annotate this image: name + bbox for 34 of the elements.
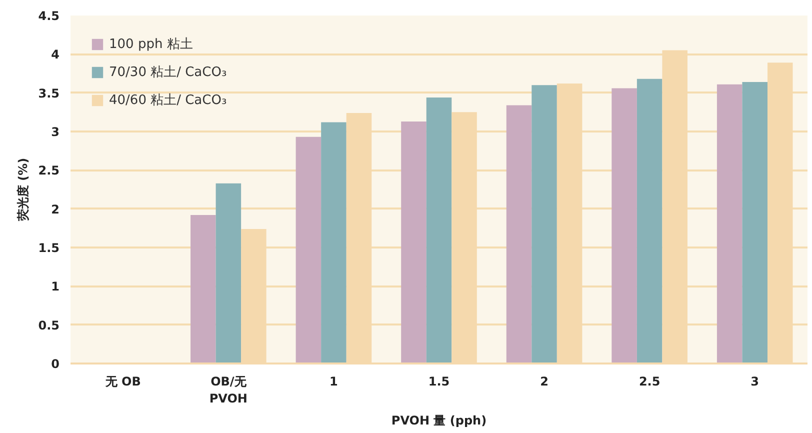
bar — [716, 84, 742, 364]
bar — [401, 121, 426, 364]
bar — [296, 136, 322, 364]
y-tick-label: 1.5 — [38, 241, 60, 255]
x-tick-label: 3 — [750, 374, 760, 388]
y-tick-label: 3 — [51, 125, 60, 139]
x-tick-label: 1.5 — [428, 374, 450, 388]
bar — [742, 82, 768, 364]
x-axis-title: PVOH 量 (pph) — [391, 413, 487, 428]
x-tick-label: OB/无 PVOH — [209, 374, 248, 406]
bar — [216, 183, 242, 364]
bar — [636, 78, 662, 364]
bar — [190, 215, 216, 364]
x-tick-label: 2.5 — [638, 374, 660, 388]
y-tick-label: 4.5 — [38, 9, 60, 23]
x-tick-label: 无 OB — [104, 374, 141, 388]
legend-label: 70/30 粘土/ CaCO₃ — [109, 64, 227, 81]
y-tick-label: 2 — [51, 202, 60, 216]
y-tick-label: 2.5 — [38, 164, 60, 178]
bar — [506, 105, 532, 364]
bar — [532, 85, 557, 364]
legend-label: 100 pph 粘土 — [109, 36, 193, 53]
y-tick-label: 1 — [51, 280, 60, 294]
y-tick-label: 4 — [51, 48, 60, 62]
bar — [426, 97, 452, 364]
y-tick-label: 3.5 — [38, 86, 60, 100]
y-axis-title: 荧光度 (%) — [16, 158, 30, 222]
x-tick-label: 2 — [540, 374, 548, 388]
legend-label: 40/60 粘土/ CaCO₃ — [109, 92, 227, 109]
y-tick-label: 0 — [51, 357, 60, 371]
bar — [321, 122, 346, 364]
bar — [612, 88, 637, 364]
x-tick-label: 1 — [330, 374, 338, 388]
y-tick-label: 0.5 — [38, 318, 60, 332]
